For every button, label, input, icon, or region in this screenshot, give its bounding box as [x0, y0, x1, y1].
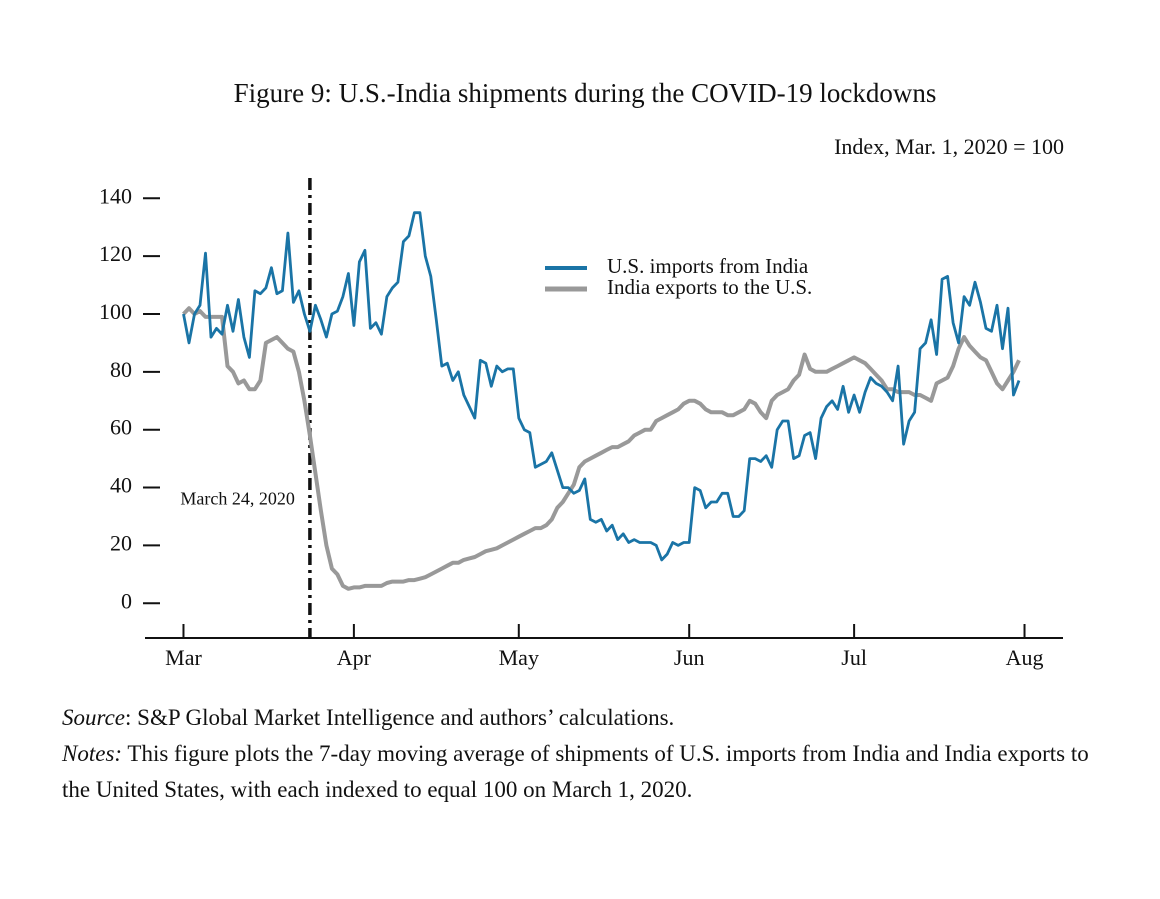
x-tick-label: Apr: [337, 645, 372, 670]
notes-text: This figure plots the 7-day moving avera…: [62, 741, 1089, 802]
chart: Figure 9: U.S.-India shipments during th…: [99, 78, 1064, 670]
chart-title: Figure 9: U.S.-India shipments during th…: [234, 78, 937, 108]
x-tick-label: Aug: [1006, 645, 1044, 670]
x-tick-label: Jul: [841, 645, 867, 670]
y-tick-label: 140: [99, 183, 132, 208]
y-tick-label: 0: [121, 588, 132, 613]
source-text: : S&P Global Market Intelligence and aut…: [125, 705, 675, 730]
y-tick-label: 20: [110, 530, 132, 555]
series-line: [182, 211, 1021, 562]
source-line: Source: S&P Global Market Intelligence a…: [62, 700, 1122, 736]
chart-subtitle: Index, Mar. 1, 2020 = 100: [834, 134, 1064, 159]
source-label: Source: [62, 705, 126, 730]
y-tick-label: 80: [110, 357, 132, 382]
y-tick-label: 40: [110, 473, 132, 498]
x-tick-label: Mar: [165, 645, 202, 670]
event-label: March 24, 2020: [180, 489, 294, 509]
legend-label: U.S. imports from India: [607, 254, 809, 278]
notes-label: Notes:: [62, 741, 123, 766]
y-tick-label: 120: [99, 241, 132, 266]
notes: Source: S&P Global Market Intelligence a…: [62, 700, 1122, 808]
y-tick-label: 60: [110, 415, 132, 440]
legend-label: India exports to the U.S.: [607, 275, 812, 299]
x-tick-label: May: [499, 645, 539, 670]
y-tick-label: 100: [99, 299, 132, 324]
series-line: [182, 306, 1021, 591]
x-tick-label: Jun: [674, 645, 705, 670]
notes-line: Notes: This figure plots the 7-day movin…: [62, 736, 1122, 808]
